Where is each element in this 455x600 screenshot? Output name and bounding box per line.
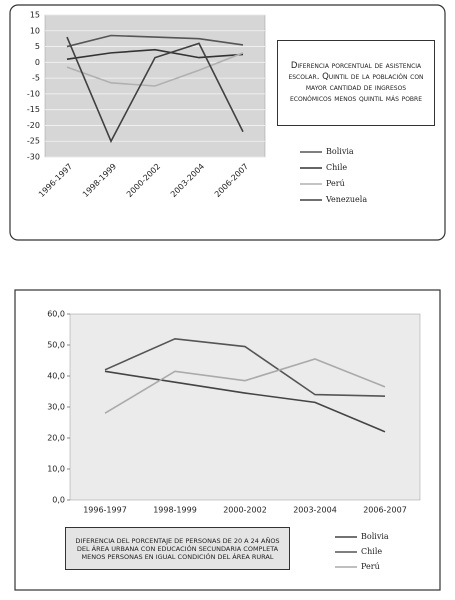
- series-line: [66, 52, 244, 87]
- y-tick-label: -20: [27, 121, 40, 130]
- series-line: [66, 48, 244, 60]
- y-tick-label: -30: [27, 153, 40, 162]
- x-tick-label: 2000-2002: [223, 506, 267, 515]
- x-tick-label: 2003-2004: [293, 506, 337, 515]
- legend-label: Bolivia: [326, 147, 354, 156]
- y-tick-label: 0: [35, 58, 40, 67]
- legend-label: Chile: [361, 547, 382, 556]
- chart-description: Diferencia del porcentaje de personas de…: [65, 527, 290, 570]
- y-tick-label: 10: [30, 26, 40, 35]
- x-tick-label: 2006-2007: [363, 506, 407, 515]
- series-line: [104, 337, 386, 397]
- y-tick-label: 5: [35, 42, 40, 51]
- x-tick-label: 1998-1999: [153, 506, 197, 515]
- y-tick-label: -15: [27, 105, 40, 114]
- legend-label: Venezuela: [325, 195, 367, 204]
- series-line: [66, 36, 244, 144]
- series-line: [104, 370, 386, 433]
- y-tick-label: -25: [27, 137, 40, 146]
- legend-label: Perú: [326, 179, 345, 188]
- series-line: [104, 358, 386, 414]
- y-tick-label: -5: [32, 74, 40, 83]
- y-tick-label: 40,0: [47, 372, 65, 381]
- y-tick-label: 30,0: [47, 403, 65, 412]
- legend-label: Bolivia: [361, 532, 389, 541]
- y-tick-label: 20,0: [47, 434, 65, 443]
- y-tick-label: 60,0: [47, 310, 65, 319]
- y-tick-label: 50,0: [47, 341, 65, 350]
- chart-description: Diferencia porcentual de asistencia esco…: [277, 40, 435, 126]
- y-tick-label: -10: [27, 89, 40, 98]
- x-tick-label: 1996-1997: [83, 506, 127, 515]
- plot-area: [69, 313, 421, 501]
- legend-label: Perú: [361, 562, 380, 571]
- y-tick-label: 0,0: [52, 496, 65, 505]
- legend-label: Chile: [326, 163, 347, 172]
- series-line: [66, 34, 244, 48]
- y-tick-label: 10,0: [47, 465, 65, 474]
- y-tick-label: 15: [30, 11, 40, 20]
